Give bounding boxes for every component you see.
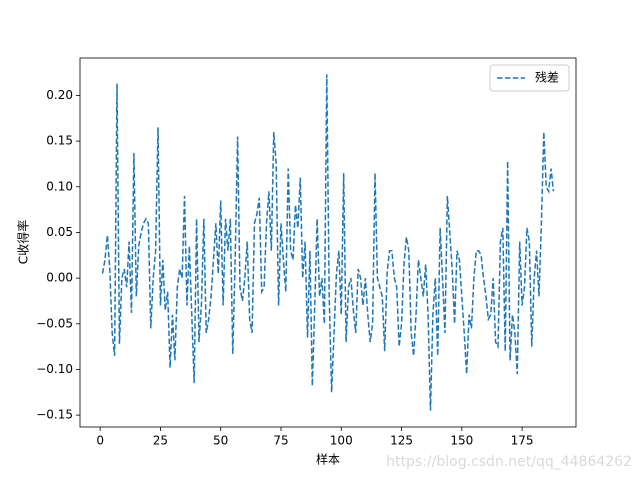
y-tick-label: 0.10 [46,179,73,193]
x-tick-label: 125 [390,434,413,448]
y-tick-label: −0.15 [36,408,73,422]
y-tick-label: −0.10 [36,362,73,376]
plot-frame [79,57,577,428]
x-tick-label: 0 [96,434,104,448]
y-tick-label: 0.00 [46,271,73,285]
watermark: https://blog.csdn.net/qq_44864262 [386,454,632,470]
x-tick-label: 75 [273,434,288,448]
y-tick-label: −0.05 [36,316,73,330]
legend-box [489,64,570,92]
y-tick-label: 0.20 [46,88,73,102]
y-tick-label: 0.05 [46,225,73,239]
x-tick-label: 100 [330,434,353,448]
x-tick-label: 25 [153,434,168,448]
x-tick-label: 175 [511,434,534,448]
line [101,74,555,411]
y-tick-label: 0.15 [46,134,73,148]
x-tick-label: 50 [213,434,228,448]
x-axis-label: 样本 [316,452,340,467]
x-tick-label: 150 [450,434,473,448]
y-axis-label: C收得率 [16,220,31,264]
legend-label: 残差 [535,71,559,85]
